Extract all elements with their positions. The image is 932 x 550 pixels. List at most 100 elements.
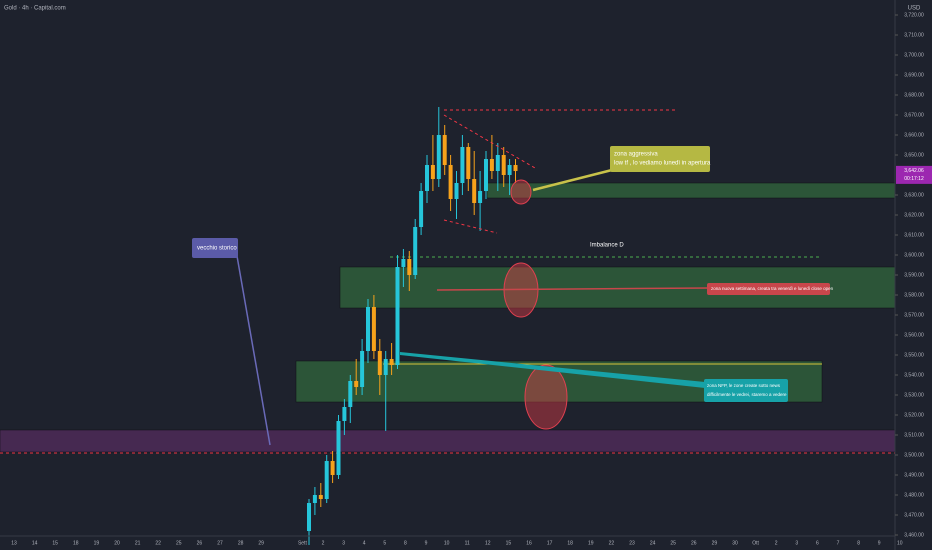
annotation-box [610, 146, 710, 172]
y-tick-label: 3,610.00 [904, 232, 924, 238]
candle-body [466, 147, 471, 179]
callout-line [400, 352, 705, 388]
y-tick-label: 3,560.00 [904, 332, 924, 338]
x-tick-label: 23 [629, 540, 635, 546]
candle-body [383, 359, 388, 375]
x-tick-label: 26 [197, 540, 203, 546]
y-tick-label: 3,720.00 [904, 12, 924, 18]
x-tick-label: 16 [526, 540, 532, 546]
callout-line [236, 255, 271, 446]
ellipse [524, 364, 568, 430]
y-tick-label: 3,570.00 [904, 312, 924, 318]
annotation: vecchio storico [197, 246, 237, 252]
candle-body [366, 307, 370, 351]
x-tick-label: 19 [94, 540, 100, 546]
x-tick-label: 2 [322, 540, 325, 546]
x-tick-label: 6 [816, 540, 819, 546]
y-tick-label: 3,470.00 [904, 512, 924, 518]
y-tick-label: 3,540.00 [904, 372, 924, 378]
y-tick-label: 3,580.00 [904, 292, 924, 298]
y-tick-label: 3,550.00 [904, 352, 924, 358]
candle-body [489, 159, 494, 171]
countdown: 00:17:12 [904, 176, 924, 182]
x-tick-label: 19 [588, 540, 594, 546]
candle-body [507, 165, 512, 175]
candle-body [478, 191, 483, 203]
annotation: zona nuova settimana, creata tra venerdì… [711, 286, 834, 291]
x-tick-label: 5 [383, 540, 386, 546]
candle-body [330, 461, 335, 475]
candle-body [419, 191, 424, 227]
candle-body [436, 135, 441, 179]
annotation-box [192, 238, 238, 258]
x-tick-label: 9 [425, 540, 428, 546]
x-tick-label: 8 [857, 540, 860, 546]
candle-body [318, 495, 323, 499]
annotation: difficilmente le vedrei, staremo a veder… [707, 392, 787, 397]
x-tick-label: 3 [795, 540, 798, 546]
candle-body [495, 155, 500, 171]
candle-body [448, 165, 453, 199]
x-tick-label: 15 [52, 540, 58, 546]
candle-body [395, 267, 400, 365]
candle-body [348, 381, 353, 407]
y-tick-label: 3,620.00 [904, 212, 924, 218]
y-tick-label: 3,670.00 [904, 112, 924, 118]
candle-body [312, 495, 317, 503]
x-tick-label: 24 [650, 540, 656, 546]
price-label: 3,642.06 [904, 168, 924, 174]
x-tick-label: 29 [258, 540, 264, 546]
candle-body [324, 461, 329, 499]
x-tick-label: 18 [567, 540, 573, 546]
annotation-box [704, 379, 788, 402]
y-tick-label: 3,600.00 [904, 252, 924, 258]
candle-body [472, 179, 477, 203]
y-tick-label: 3,490.00 [904, 472, 924, 478]
callout-line [436, 287, 711, 291]
x-tick-label: 18 [73, 540, 79, 546]
candle-body [513, 165, 518, 171]
y-tick-label: 3,530.00 [904, 392, 924, 398]
candle-body [425, 165, 429, 191]
candle-body [307, 503, 311, 531]
x-tick-label: 29 [712, 540, 718, 546]
y-tick-label: 3,660.00 [904, 132, 924, 138]
y-tick-label: 3,630.00 [904, 192, 924, 198]
y-tick-label: 3,500.00 [904, 452, 924, 458]
candle-body [389, 359, 394, 365]
candle-body [454, 183, 459, 199]
candle-body [336, 421, 341, 475]
candle-body [501, 155, 506, 175]
y-tick-label: 3,520.00 [904, 412, 924, 418]
candle-body [407, 259, 412, 275]
y-tick-label: 3,510.00 [904, 432, 924, 438]
x-tick-label: 10 [897, 540, 903, 546]
x-tick-label: 4 [363, 540, 366, 546]
candle-body [354, 381, 359, 387]
x-tick-label: 30 [732, 540, 738, 546]
x-tick-label: 3 [342, 540, 345, 546]
x-tick-label: 21 [135, 540, 141, 546]
y-tick-label: 3,460.00 [904, 532, 924, 538]
candle-body [342, 407, 347, 421]
chart-title: Gold · 4h · Capital.com [4, 6, 66, 12]
x-tick-label: 8 [404, 540, 407, 546]
candle-body [442, 135, 447, 165]
y-tick-label: 3,710.00 [904, 32, 924, 38]
candle-body [413, 227, 418, 275]
zone [0, 429, 896, 453]
annotation-box [707, 283, 830, 295]
candle-body [360, 351, 365, 387]
x-tick-label: 7 [837, 540, 840, 546]
x-tick-label: 25 [176, 540, 182, 546]
annotation: low tf , lo vediamo lunedì in apertura [614, 161, 711, 167]
x-tick-label: 22 [155, 540, 161, 546]
y-tick-label: 3,650.00 [904, 152, 924, 158]
candle-body [460, 147, 465, 183]
x-tick-label: 17 [547, 540, 553, 546]
x-tick-label: 15 [506, 540, 512, 546]
x-tick-label: 9 [878, 540, 881, 546]
x-tick-label: 20 [114, 540, 120, 546]
y-tick-label: 3,690.00 [904, 72, 924, 78]
